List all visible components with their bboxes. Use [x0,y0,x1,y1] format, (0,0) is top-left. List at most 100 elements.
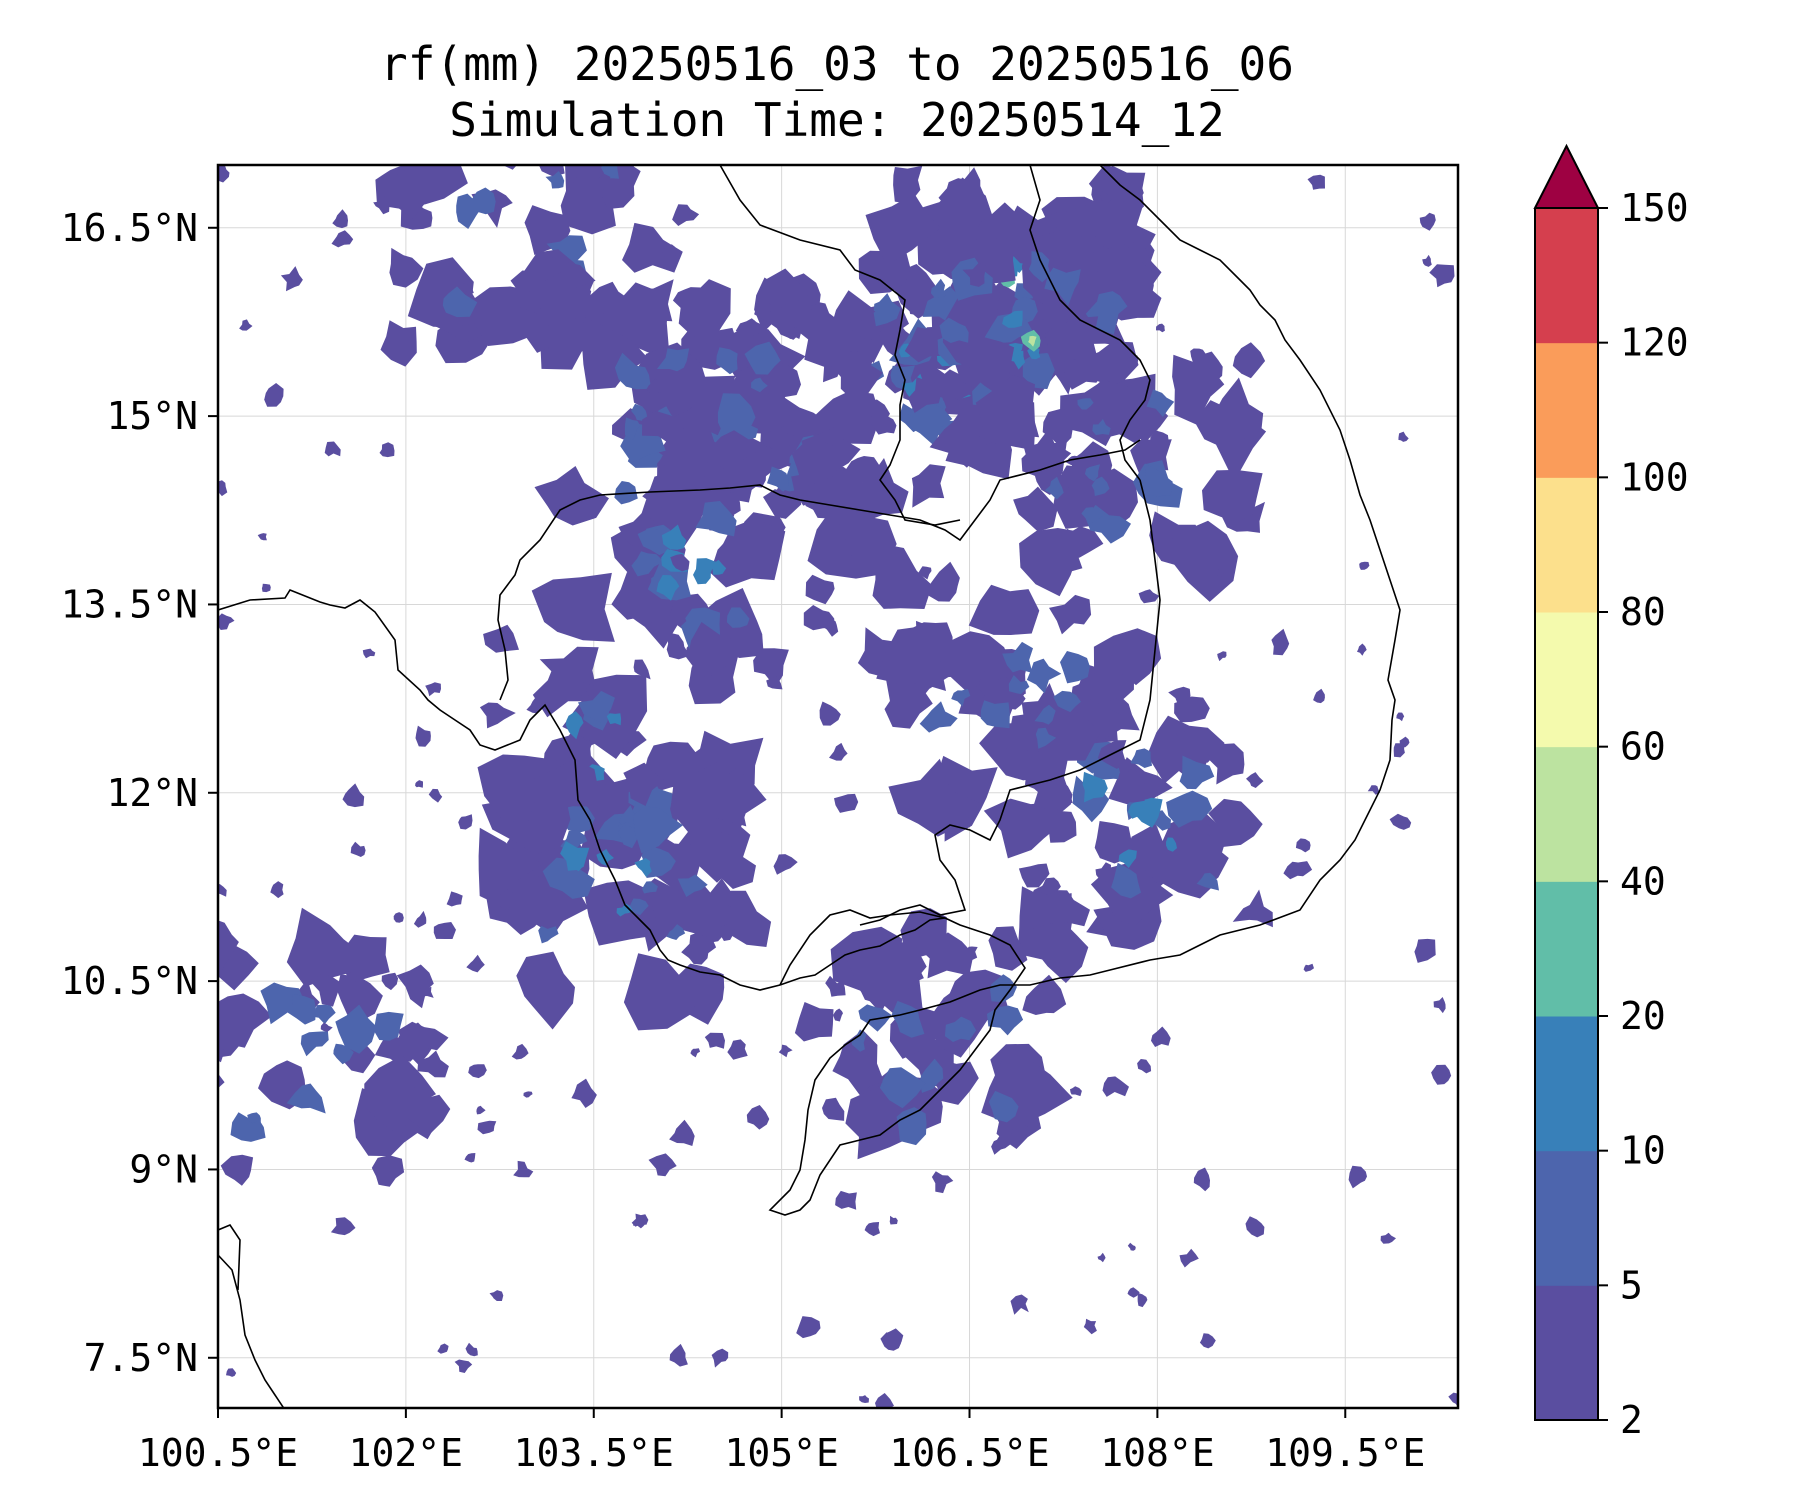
x-tick-label: 103.5°E [514,1431,674,1475]
rain-contour [805,574,835,605]
rain-contour [1232,889,1273,928]
rain-contour [220,1154,254,1186]
rain-contour [864,1222,880,1237]
rain-contour [239,319,253,331]
rain-contour [1245,1216,1265,1238]
rain-contour [1118,849,1137,868]
rain-contour [479,702,516,729]
colorbar-label: 60 [1620,725,1666,769]
rain-contour [535,272,585,327]
rain-contour [884,680,933,729]
colorbar-label: 40 [1620,859,1666,903]
rain-contour [716,347,738,375]
rain-contour [1089,246,1141,283]
rain-contour [1176,730,1186,740]
rain-contour [247,1112,261,1124]
rain-contour [218,613,235,630]
rain-contour [1172,354,1225,425]
rain-contour [218,993,272,1048]
rain-contour [398,1021,449,1063]
rain-contour [1018,863,1050,888]
map-plot-area [216,163,1460,1410]
rain-contour [456,193,481,229]
rain-contour [711,559,727,575]
rain-contour [1396,712,1405,722]
rain-contour [631,551,664,577]
rain-contour [687,938,709,965]
rain-contour [342,783,365,808]
rain-contour [680,967,717,1010]
rain-contour [931,1171,954,1194]
rain-contour [1313,688,1325,704]
rain-contour [677,874,708,897]
rain-contour [858,250,911,294]
rain-contour [711,1348,729,1368]
rain-contour [1112,768,1147,803]
rain-contour [907,399,953,447]
rain-contour [379,442,395,458]
rain-contour [746,1105,770,1130]
y-tick-label: 10.5°N [61,959,198,1003]
rain-contour [596,174,611,191]
rain-contour [648,1153,677,1177]
rain-contour [280,266,303,292]
rain-contour [380,320,417,367]
rain-contour [766,676,783,690]
rain-contour [364,1055,436,1136]
rain-contour [218,480,228,497]
rain-contour [286,1083,326,1114]
rain-contour [796,1316,821,1339]
rain-contour [415,725,431,747]
rain-contour [433,922,456,939]
rain-contour [951,688,971,707]
rain-contour [1027,347,1041,360]
colorbar-segment [1535,881,1598,1017]
rain-contour [1092,419,1111,436]
rain-contour [914,932,974,979]
rain-contour [889,1215,898,1225]
rain-contour [727,1039,748,1060]
rain-contour [1303,963,1314,972]
colorbar-label: 2 [1620,1398,1643,1442]
rain-contour [218,920,239,966]
rain-contour [1149,430,1170,448]
rain-contour [757,299,773,312]
rain-contour [1448,1392,1458,1408]
rain-contour [540,596,560,610]
rain-contour [578,690,615,723]
rain-contour [717,393,756,446]
rain-contour [373,195,390,215]
rain-contour [623,762,665,806]
rain-contour [703,430,758,474]
rain-contour [415,780,423,788]
rain-contour [1006,702,1101,761]
rain-contour [825,975,846,997]
rain-contour [218,165,230,183]
rain-contour [704,1032,725,1049]
rain-contour [1091,476,1110,496]
rain-contour [875,1393,894,1408]
rain-contour [483,624,519,653]
rain-contour [466,954,485,973]
rain-contour [1010,1294,1029,1315]
rain-contour [1393,743,1405,758]
rain-contour [393,912,404,923]
rain-contour [1271,628,1290,656]
chart-subtitle: Simulation Time: 20250514_12 [449,93,1224,147]
rain-contour [523,1091,533,1098]
rain-contour [1117,759,1132,774]
rain-contour [888,758,979,837]
border-vietnam-south [779,909,946,986]
rain-contour [410,1087,451,1135]
rain-contour [226,1368,237,1377]
rain-contour [634,858,652,877]
rain-contour [763,489,802,519]
rain-contour [1038,877,1061,895]
rain-contour [1044,267,1081,306]
rain-contour [489,1290,504,1301]
coastline [218,165,1401,1216]
rain-contour [1217,651,1227,662]
rain-contour [1022,353,1058,390]
rain-contour [286,907,359,987]
rain-contour [260,982,304,1025]
